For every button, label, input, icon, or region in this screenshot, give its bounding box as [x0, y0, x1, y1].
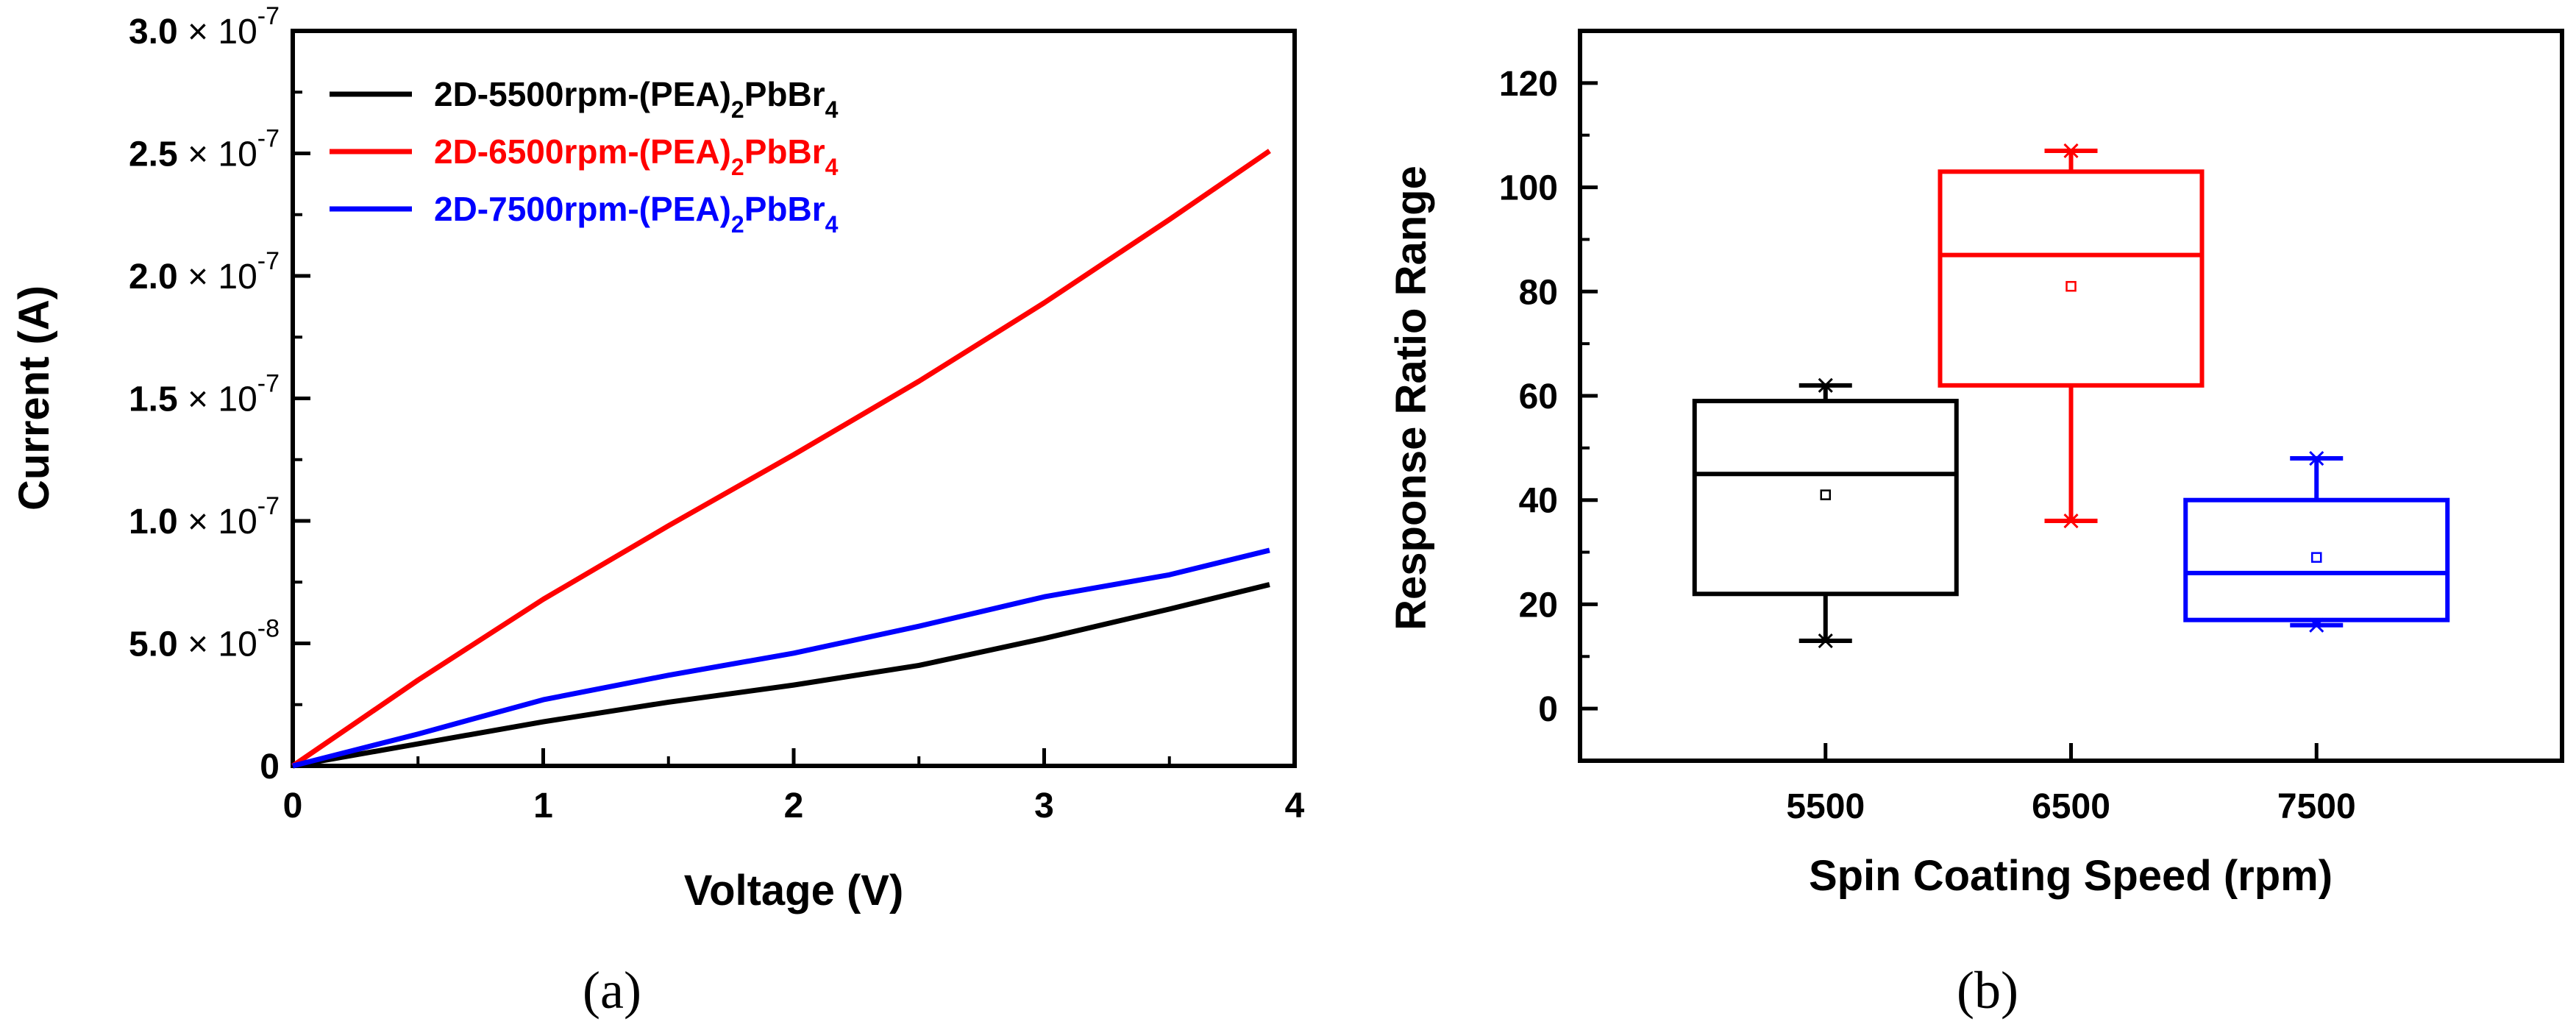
box-5500 [1692, 377, 1959, 649]
panel-b-x-tick-label: 7500 [2277, 787, 2356, 826]
box-mean-marker [2311, 552, 2322, 563]
box-iqr [2183, 497, 2450, 622]
box-mean-marker [1820, 489, 1831, 500]
panel-a-y-tick-label: 3.0 × 10-7 [129, 2, 280, 52]
legend-subscript: 4 [825, 211, 839, 238]
panel-a-ticks: 0 1 2 3 405.0 × 10-81.0 × 10-71.5 × 10-72.0 … [129, 2, 1305, 825]
box-max-marker [2063, 143, 2079, 159]
box-min-marker [2309, 617, 2324, 633]
panel-a-x-tick-label: 4 [1285, 786, 1305, 825]
panel-b-x-tick-label: 6500 [2032, 787, 2110, 826]
panel-a-y-tick-label: 2.0 × 10-7 [129, 247, 280, 296]
tick-exponent: -7 [257, 370, 280, 398]
panel-b-boxes [1692, 143, 2450, 649]
panel-a-y-tick-label: 0 [260, 747, 280, 786]
panel-a-caption: (a) [583, 961, 641, 1020]
panel-b-y-tick-label: 120 [1499, 65, 1558, 104]
panel-b-y-tick-label: 40 [1519, 482, 1558, 521]
legend-label-3: 2D-7500rpm-(PEA)2PbBr4 [434, 190, 839, 238]
tick-mantissa: 3.0 [129, 13, 178, 52]
panel-a-x-tick-label: 1 [533, 786, 553, 825]
panel-b-y-tick-label: 20 [1519, 586, 1558, 625]
tick-times-ten: × 10 [178, 13, 257, 52]
box-min-marker [1818, 633, 1833, 649]
legend-label-2: 2D-6500rpm-(PEA)2PbBr4 [434, 132, 839, 180]
legend-text: 2D-7500rpm-(PEA) [434, 190, 731, 228]
box-7500 [2183, 450, 2450, 633]
panel-b-y-tick-label: 60 [1519, 377, 1558, 416]
tick-mantissa: 1.0 [129, 502, 178, 541]
panel-b-chart: 0 20 40 60 80 100 120 5500 6500 7500 Spin Coating… [1387, 29, 2564, 1020]
tick-times-ten: × 10 [178, 135, 257, 174]
panel-a-y-tick-label: 5.0 × 10-8 [129, 615, 280, 664]
panel-b-y-tick-label: 80 [1519, 273, 1558, 312]
tick-mantissa: 2.5 [129, 135, 178, 174]
tick-times-ten: × 10 [178, 502, 257, 541]
legend-text: PbBr [744, 75, 825, 113]
box-mean-marker [2066, 280, 2077, 292]
panel-a-series-line-3 [292, 547, 1270, 769]
box-min-marker [2063, 513, 2079, 529]
tick-exponent: -7 [257, 125, 280, 153]
legend-subscript: 2 [731, 211, 744, 238]
panel-b-y-tick-label: 100 [1499, 169, 1558, 208]
tick-times-ten: × 10 [178, 625, 257, 664]
panel-a-x-tick-label: 0 [283, 786, 303, 825]
panel-b-ticks: 0 20 40 60 80 100 120 5500 6500 7500 [1499, 65, 2356, 826]
tick-mantissa: 2.0 [129, 258, 178, 296]
panel-b-x-axis-label: Spin Coating Speed (rpm) [1809, 852, 2333, 900]
legend-subscript: 2 [731, 96, 744, 123]
box-iqr [1938, 169, 2205, 388]
legend-subscript: 2 [731, 154, 744, 180]
tick-times-ten: × 10 [178, 380, 257, 419]
legend-subscript: 4 [825, 96, 839, 123]
legend-text: PbBr [744, 190, 825, 228]
box-iqr [1692, 399, 1959, 597]
panel-a-x-tick-label: 2 [784, 786, 804, 825]
panel-a-series-line-1 [292, 582, 1270, 769]
box-max-marker [2309, 450, 2324, 466]
panel-b-caption: (b) [1957, 961, 2018, 1020]
panel-a-x-tick-label: 3 [1034, 786, 1054, 825]
panel-a-y-tick-label: 1.0 × 10-7 [129, 492, 280, 541]
legend-text: 2D-5500rpm-(PEA) [434, 75, 731, 113]
legend-subscript: 4 [825, 154, 839, 180]
panel-a-legend: 2D-5500rpm-(PEA)2PbBr42D-6500rpm-(PEA)2P… [330, 75, 839, 238]
tick-exponent: -7 [257, 247, 280, 275]
box-6500 [1938, 143, 2205, 529]
panel-a-y-tick-label: 2.5 × 10-7 [129, 125, 280, 174]
legend-text: 2D-6500rpm-(PEA) [434, 132, 731, 171]
tick-mantissa: 0 [260, 747, 280, 786]
panel-a-series-line-2 [291, 149, 1271, 768]
tick-times-ten: × 10 [178, 258, 257, 296]
panel-a-y-tick-label: 1.5 × 10-7 [129, 370, 280, 419]
panel-a-series [291, 149, 1271, 769]
panel-b-y-axis-label: Response Ratio Range [1387, 166, 1435, 631]
box-max-marker [1818, 377, 1833, 393]
legend-text: PbBr [744, 132, 825, 171]
tick-mantissa: 5.0 [129, 625, 178, 664]
tick-exponent: -8 [257, 615, 280, 643]
legend-label-1: 2D-5500rpm-(PEA)2PbBr4 [434, 75, 839, 123]
panel-a-y-axis-label: Current (A) [10, 285, 58, 511]
tick-exponent: -7 [257, 492, 280, 520]
tick-exponent: -7 [257, 2, 280, 30]
panel-b-y-tick-label: 0 [1538, 690, 1558, 729]
panel-b-x-tick-label: 5500 [1786, 787, 1865, 826]
panel-a-chart: 0 1 2 3 405.0 × 10-81.0 × 10-71.5 × 10-72.0 … [10, 2, 1305, 1020]
tick-mantissa: 1.5 [129, 380, 178, 419]
panel-a-x-axis-label: Voltage (V) [684, 867, 904, 914]
